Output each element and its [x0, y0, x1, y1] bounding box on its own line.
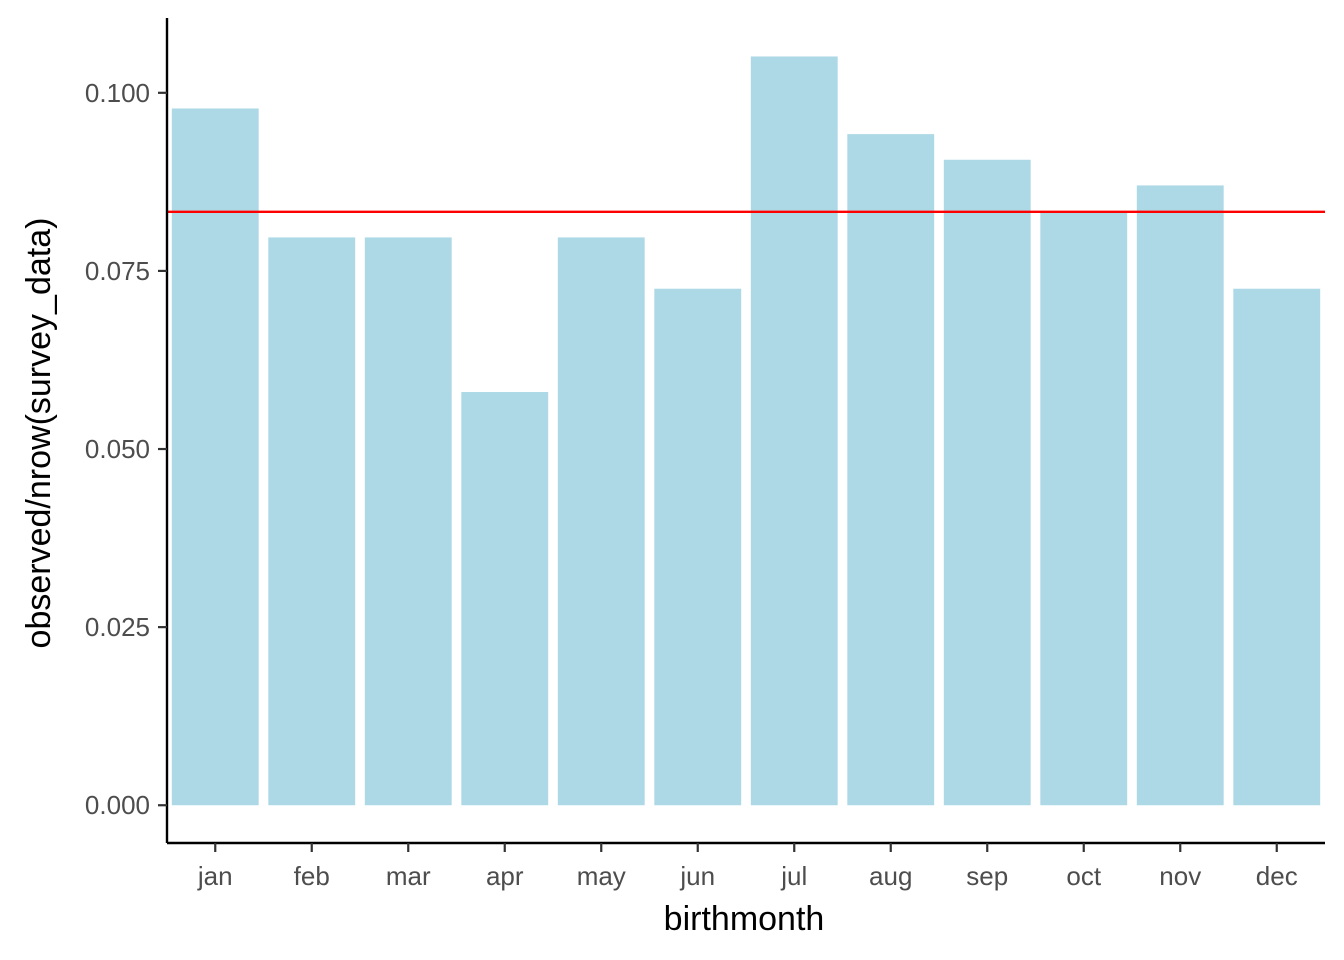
x-tick-label-mar: mar — [386, 861, 431, 891]
bar-feb — [268, 237, 356, 806]
y-tick-label: 0.050 — [85, 434, 150, 464]
y-tick-label: 0.000 — [85, 790, 150, 820]
bar-nov — [1136, 185, 1224, 806]
y-tick-label: 0.100 — [85, 78, 150, 108]
x-tick-label-aug: aug — [869, 861, 912, 891]
bars-group — [171, 56, 1321, 806]
x-tick-label-oct: oct — [1066, 861, 1101, 891]
y-tick-label: 0.075 — [85, 256, 150, 286]
bar-oct — [1040, 211, 1128, 806]
x-axis-title: birthmonth — [664, 900, 825, 938]
y-ticks-group: 0.000 0.025 0.050 0.075 0.100 — [85, 78, 167, 820]
x-tick-label-sep: sep — [966, 861, 1008, 891]
bar-jul — [750, 56, 838, 806]
x-tick-label-apr: apr — [486, 861, 524, 891]
bar-may — [557, 237, 645, 806]
x-tick-label-may: may — [577, 861, 626, 891]
bar-sep — [943, 159, 1031, 806]
x-ticks-group: jan feb mar apr may jun jul aug sep oct nov dec — [197, 843, 1298, 891]
y-tick-label: 0.025 — [85, 612, 150, 642]
bar-mar — [364, 237, 452, 806]
bar-jun — [654, 288, 742, 806]
x-tick-label-dec: dec — [1256, 861, 1298, 891]
bar-aug — [847, 134, 935, 806]
bar-dec — [1233, 288, 1321, 806]
x-tick-label-jan: jan — [197, 861, 233, 891]
x-tick-label-jul: jul — [780, 861, 807, 891]
bar-apr — [461, 392, 549, 806]
bar-jan — [171, 108, 259, 806]
x-tick-label-feb: feb — [294, 861, 330, 891]
y-axis-title: observed/nrow(survey_data) — [20, 218, 58, 649]
x-tick-label-nov: nov — [1159, 861, 1201, 891]
x-tick-label-jun: jun — [679, 861, 715, 891]
